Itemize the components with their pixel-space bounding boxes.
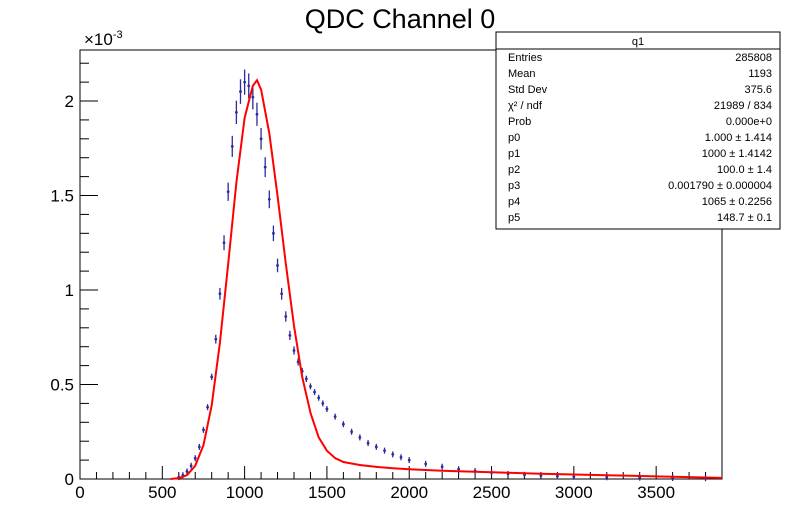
data-point: [239, 90, 242, 93]
data-point: [333, 415, 337, 419]
data-point: [399, 455, 403, 459]
data-point: [457, 467, 461, 471]
data-point: [572, 475, 576, 479]
data-point: [185, 470, 189, 473]
data-point: [272, 231, 275, 235]
stats-row-value: 1000 ± 1.4142: [702, 148, 772, 160]
stats-row-label: p4: [508, 196, 520, 208]
data-point: [391, 453, 395, 456]
y-tick-label: 2: [65, 92, 74, 111]
data-point: [251, 95, 255, 99]
data-point: [440, 465, 444, 469]
stats-row-label: p3: [508, 180, 520, 192]
stats-row-value: 100.0 ± 1.4: [717, 164, 772, 176]
stats-box-frame: [495, 31, 781, 230]
x-tick-label: 2500: [473, 483, 511, 502]
stats-row-label: Entries: [508, 52, 543, 64]
y-tick-label: 0.5: [50, 376, 74, 395]
data-point: [263, 165, 267, 169]
data-point: [280, 292, 284, 296]
data-point: [358, 436, 362, 439]
x-tick-label: 1500: [308, 483, 346, 502]
stats-row-value: 1193: [748, 68, 772, 80]
y-tick-label: 1: [65, 281, 74, 300]
data-point: [226, 190, 230, 194]
data-point: [325, 407, 329, 411]
data-point: [218, 292, 222, 296]
stats-box-title: q1: [632, 36, 644, 48]
chart-title: QDC Channel 0: [305, 4, 496, 34]
stats-row-label: p1: [508, 148, 520, 160]
stats-row-label: p0: [508, 132, 520, 144]
stats-row-value: 1065 ± 0.2256: [702, 196, 772, 208]
stats-row-label: Std Dev: [508, 84, 548, 96]
data-point: [539, 474, 543, 477]
x-tick-label: 3500: [637, 483, 675, 502]
stats-row-label: p2: [508, 164, 520, 176]
data-point: [341, 422, 345, 426]
data-point: [247, 84, 251, 88]
stats-row-label: χ² / ndf: [508, 100, 543, 112]
data-point: [197, 445, 201, 449]
data-point: [243, 80, 247, 84]
data-point: [214, 337, 218, 341]
data-point: [267, 197, 271, 201]
stats-row-value: 21989 / 834: [714, 100, 772, 112]
y-tick-label: 0: [65, 470, 74, 489]
series-layer: [170, 69, 723, 482]
x-tick-label: 500: [148, 483, 176, 502]
data-point: [374, 445, 378, 449]
stats-row-value: 0.000e+0: [726, 116, 772, 128]
fit-curve: [170, 78, 723, 480]
x-tick-label: 3000: [555, 483, 593, 502]
data-point: [210, 375, 214, 379]
data-point: [304, 377, 308, 381]
data-point: [366, 441, 370, 445]
data-point: [321, 402, 325, 405]
stats-row-value: 1.000 ± 1.414: [705, 132, 772, 144]
data-point: [313, 390, 316, 394]
data-point: [234, 110, 238, 114]
stats-row-value: 0.001790 ± 0.000004: [668, 180, 772, 192]
x-tick-label: 0: [75, 483, 84, 502]
data-point: [284, 315, 288, 318]
plot-frame: [79, 49, 723, 480]
data-point: [193, 456, 197, 460]
data-point: [189, 464, 193, 468]
stats-row-value: 285808: [735, 52, 772, 64]
x-tick-label: 1000: [226, 483, 264, 502]
data-point: [317, 396, 321, 400]
data-point: [309, 384, 312, 388]
data-point: [222, 241, 226, 245]
data-point: [276, 264, 279, 267]
data-point: [230, 144, 234, 148]
stats-row-label: p5: [508, 212, 520, 224]
data-point: [350, 430, 354, 434]
y-tick-label: 1.5: [50, 187, 74, 206]
y-multiplier-label: ×10-3: [84, 29, 123, 49]
data-point: [555, 474, 559, 478]
x-tick-label: 2000: [390, 483, 428, 502]
y-multiplier-exponent: -3: [113, 29, 123, 41]
data-point: [407, 458, 411, 462]
data-point: [206, 405, 209, 409]
data-point: [259, 137, 263, 141]
data-point: [202, 428, 205, 432]
stats-box: q1 Entries 285808 Mean 1193 Std Dev 375.6 χ² / …: [495, 31, 781, 230]
data-point: [255, 112, 259, 116]
data-point: [292, 349, 296, 352]
data-point: [605, 475, 609, 479]
data-point: [424, 462, 428, 466]
stats-row-value: 375.6: [744, 84, 772, 96]
data-point: [383, 449, 386, 453]
stats-row-label: Mean: [508, 68, 536, 80]
y-multiplier-base: ×10: [84, 30, 113, 49]
axes: 0 500 1000 1500 2000 2500 3000 3500 0 0.5 1 1.5 2: [50, 62, 707, 502]
stats-row-label: Prob: [508, 116, 531, 128]
data-point: [288, 333, 292, 337]
stats-row-value: 148.7 ± 0.1: [717, 212, 772, 224]
